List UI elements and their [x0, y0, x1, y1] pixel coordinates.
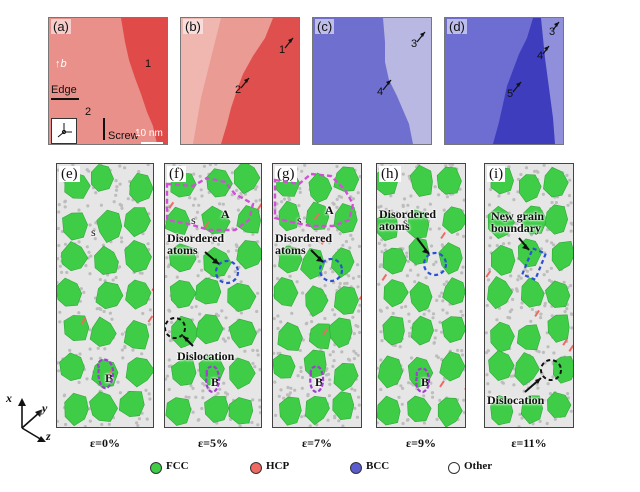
panel-b-number-1: 1	[279, 44, 286, 56]
panel-e-overlays	[97, 358, 115, 390]
panel-g-grain-map	[273, 164, 361, 427]
panel-h-label: (h)	[379, 166, 401, 182]
panel-f-region-b: B	[211, 375, 220, 389]
panel-e-region-b: B	[105, 371, 114, 385]
panel-e-region-s: s	[91, 225, 96, 239]
panel-e-label: (e)	[59, 166, 80, 182]
panel-h-overlays	[415, 237, 448, 394]
legend-fcc-label: FCC	[166, 460, 189, 472]
axis-x-label: x	[6, 391, 12, 405]
strain-label-e: ε=0%	[90, 436, 120, 450]
panel-b: (b) 1 2	[180, 17, 300, 145]
panel-e: (e) s B	[56, 163, 154, 428]
panel-a: (a) 1 2 ↑b Edge Screw 10 nm	[48, 17, 168, 145]
panel-h: (h) s B Disordered atoms	[376, 163, 466, 428]
panel-b-number-2: 2	[235, 84, 242, 96]
panel-i-grain-map	[485, 164, 573, 427]
panel-d-number-5: 5	[507, 88, 514, 100]
panel-c-arrows	[382, 31, 426, 91]
panel-h-region-s: s	[403, 215, 408, 229]
panel-f-annotation-dislocation: Dislocation	[177, 349, 235, 363]
panel-f-label: (f)	[167, 166, 186, 182]
strain-label-f: ε=5%	[198, 436, 228, 450]
panel-a-label: (a)	[51, 19, 71, 34]
axis-z-label: z	[46, 429, 51, 443]
legend-hcp-swatch	[250, 462, 262, 474]
panel-f-region-a: A	[221, 207, 230, 221]
panel-a-number-1: 1	[145, 58, 152, 70]
panel-g-annotation-disordered: Disordered atoms	[275, 231, 333, 257]
axes-triad	[18, 398, 46, 442]
screw-label: Screw	[108, 130, 139, 142]
legend-hcp-label: HCP	[266, 460, 290, 472]
legend-fcc-swatch	[150, 462, 162, 474]
panel-d-number-3: 3	[549, 26, 556, 38]
panel-g-overlays	[273, 172, 355, 394]
panel-d: (d) 3 4 5	[444, 17, 564, 145]
panel-f-grain-map	[165, 164, 261, 427]
panel-i-label: (i)	[487, 166, 506, 182]
strain-label-i: ε=11%	[511, 436, 547, 450]
panel-c-number-4: 4	[377, 86, 384, 98]
strain-label-h: ε=9%	[406, 436, 436, 450]
axes-inset-icon	[57, 123, 72, 138]
panel-g: (g) A s B Disordered atoms	[272, 163, 362, 428]
panel-b-label: (b)	[183, 19, 203, 34]
panel-b-map	[181, 18, 299, 144]
panel-h-grain-map	[377, 164, 465, 427]
panel-b-arrows	[240, 37, 294, 89]
scale-bar	[141, 142, 163, 144]
panel-a-number-2: 2	[85, 106, 92, 118]
panel-i-annotation-grain-boundary: New grain boundary	[491, 209, 544, 235]
screw-line	[103, 118, 105, 140]
panel-e-grain-map	[57, 164, 153, 427]
panel-d-label: (d)	[447, 19, 467, 34]
panel-f-overlays	[165, 176, 255, 394]
panel-h-annotation-disordered: Disordered atoms	[379, 207, 437, 233]
panel-h-region-b: B	[421, 375, 430, 389]
edge-line	[51, 98, 79, 100]
b-axis-label: ↑b	[55, 58, 67, 70]
scale-label: 10 nm	[135, 128, 163, 139]
panel-i: (i) s New grain boundary Dislocation	[484, 163, 574, 428]
panel-g-region-a: A	[325, 203, 334, 217]
panel-c: (c) 3 4	[312, 17, 432, 145]
panel-i-annotation-dislocation: Dislocation	[487, 393, 545, 407]
panel-d-map	[445, 18, 563, 144]
axis-y-label: y	[42, 401, 48, 415]
edge-label: Edge	[51, 84, 77, 96]
strain-label-g: ε=7%	[302, 436, 332, 450]
panel-g-label: (g)	[275, 166, 297, 182]
panel-f-annotation-disordered: Disordered atoms	[167, 231, 225, 257]
panel-d-number-4: 4	[537, 50, 544, 62]
legend-other-label: Other	[464, 460, 493, 472]
panel-g-region-s: s	[297, 213, 302, 227]
panel-g-region-b: B	[315, 375, 324, 389]
legend-bcc-swatch	[350, 462, 362, 474]
panel-c-label: (c)	[315, 19, 335, 34]
axes-inset	[51, 118, 77, 144]
legend-bcc-label: BCC	[366, 460, 390, 472]
panel-f: (f) A s B Disordered atoms Dislocation	[164, 163, 262, 428]
panel-f-region-s: s	[191, 213, 196, 227]
panel-c-number-3: 3	[411, 38, 418, 50]
legend-other-swatch	[448, 462, 460, 474]
panel-c-map	[313, 18, 431, 144]
panel-i-overlays	[518, 237, 562, 393]
panel-d-arrows	[512, 21, 560, 93]
panel-i-region-s: s	[503, 211, 508, 225]
